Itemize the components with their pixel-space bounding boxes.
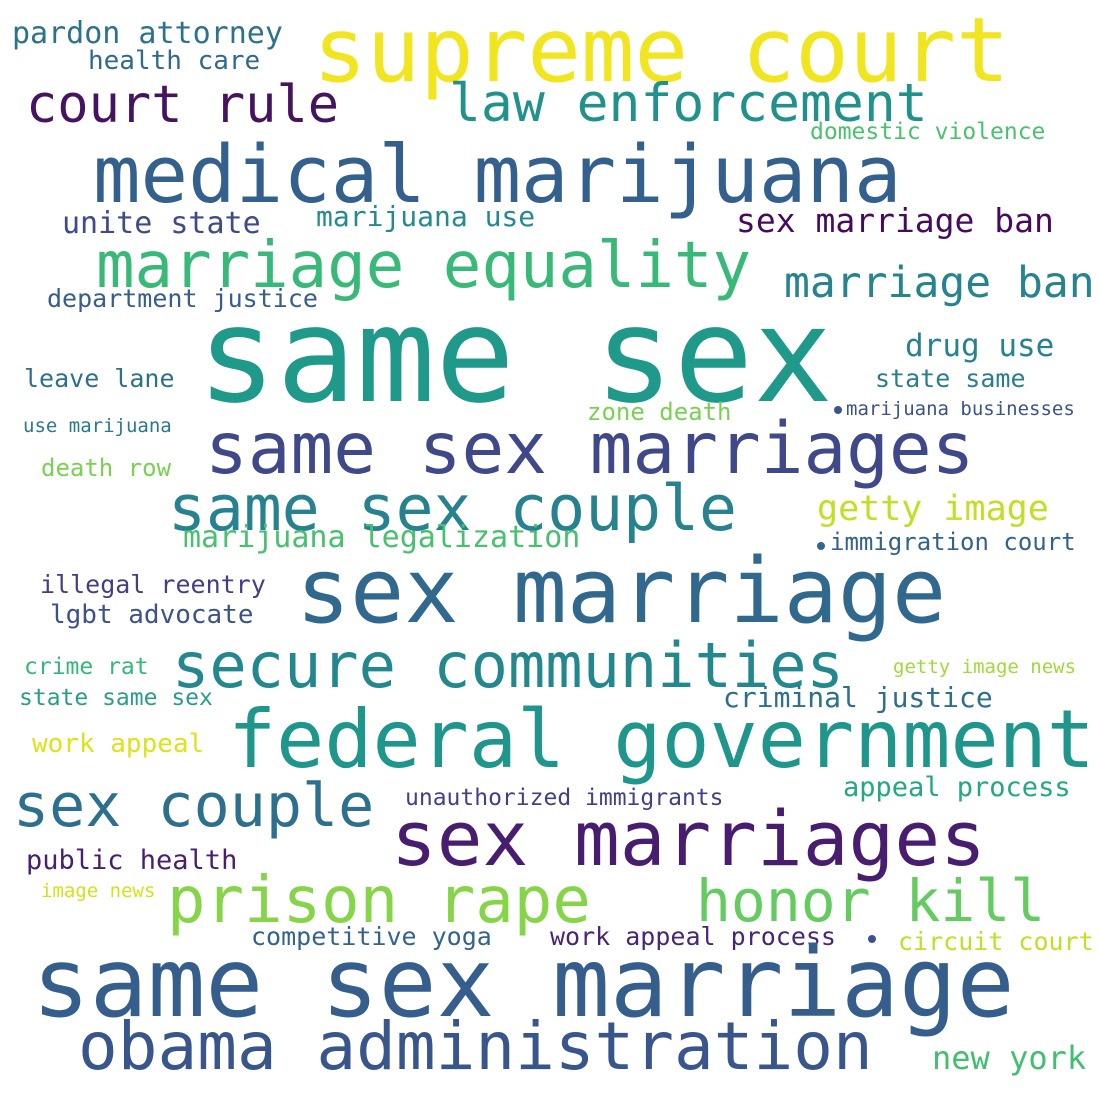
word-crime-rat: crime rat [24, 654, 149, 680]
word-law-enforcement: law enforcement [449, 73, 928, 134]
word-same-sex: same sex [197, 279, 833, 433]
cloud-dot [868, 935, 876, 943]
word-work-appeal-process: work appeal process [550, 922, 836, 951]
word-health-care: health care [88, 46, 261, 76]
word-sex-marriage: sex marriage [296, 539, 947, 644]
word-immigration-court: immigration court [830, 528, 1076, 556]
word-same-sex-couple: same sex couple [168, 472, 737, 545]
word-marijuana-businesses: marijuana businesses [846, 398, 1075, 420]
word-unauthorized-immigrants: unauthorized immigrants [405, 785, 724, 811]
word-drug-use: drug use [905, 328, 1055, 364]
word-zone-death: zone death [587, 398, 732, 426]
word-prison-rape: prison rape [167, 864, 591, 938]
word-marriage-ban: marriage ban [784, 258, 1095, 308]
word-sex-marriages: sex marriages [391, 794, 986, 883]
word-pardon-attorney: pardon attorney [12, 16, 283, 51]
word-honor-kill: honor kill [696, 867, 1046, 935]
word-leave-lane: leave lane [24, 364, 175, 393]
word-state-same-sex: state same sex [19, 685, 213, 711]
word-same-sex-marriage: same sex marriage [32, 927, 1015, 1039]
word-federal-government: federal government [228, 693, 1095, 786]
word-public-health: public health [26, 845, 238, 876]
word-use-marijuana: use marijuana [23, 415, 172, 437]
word-image-news: image news [41, 880, 156, 902]
word-appeal-process: appeal process [843, 772, 1071, 803]
word-getty-image-news: getty image news [893, 656, 1077, 678]
word-competitive-yoga: competitive yoga [251, 922, 492, 951]
word-unite-state: unite state [62, 206, 261, 241]
word-department-justice: department justice [47, 284, 318, 313]
word-obama-administration: obama administration [78, 1008, 873, 1085]
word-supreme-court: supreme court [313, 0, 1010, 102]
word-circuit-court: circuit court [898, 927, 1094, 956]
word-same-sex-marriages: same sex marriages [205, 407, 975, 490]
word-criminal-justice: criminal justice [723, 681, 993, 714]
word-state-same: state same [875, 364, 1026, 393]
word-sex-couple: sex couple [13, 771, 375, 841]
word-work-appeal: work appeal [32, 729, 205, 759]
word-illegal-reentry: illegal reentry [40, 570, 266, 599]
cloud-dot [834, 406, 842, 414]
word-medical-marijuana: medical marijuana [93, 129, 902, 221]
cloud-dot [817, 542, 825, 550]
word-domestic-violence: domestic violence [810, 119, 1046, 145]
word-marijuana-legalization: marijuana legalization [183, 520, 581, 555]
word-lgbt-advocate: lgbt advocate [50, 600, 254, 630]
word-marijuana-use: marijuana use [316, 200, 536, 233]
word-court-rule: court rule [26, 75, 340, 135]
word-new-york: new york [932, 1039, 1087, 1077]
word-death-row: death row [41, 454, 172, 482]
word-marriage-equality: marriage equality [96, 229, 752, 303]
word-secure-communities: secure communities [172, 629, 844, 702]
word-getty-image: getty image [817, 489, 1049, 529]
word-sex-marriage-ban: sex marriage ban [736, 201, 1054, 240]
